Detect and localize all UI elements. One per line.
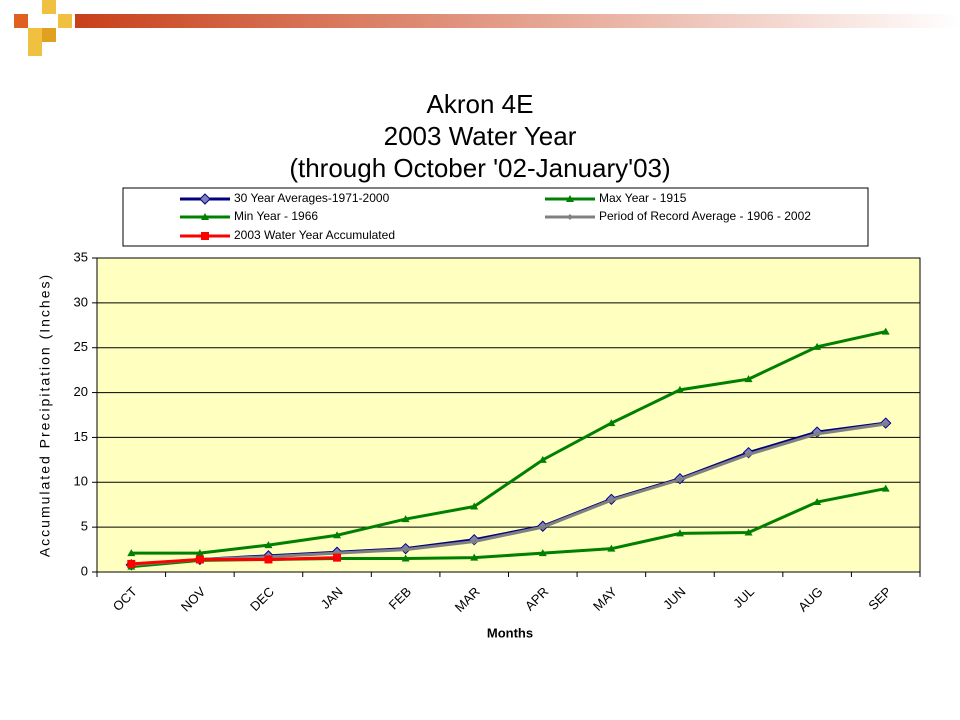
marker	[675, 529, 684, 537]
marker	[402, 546, 409, 553]
x-tick-label: SEP	[865, 584, 894, 613]
legend-label: 2003 Water Year Accumulated	[234, 228, 395, 242]
marker	[566, 195, 574, 202]
legend-label: Period of Record Average - 1906 - 2002	[599, 209, 811, 223]
legend-box	[122, 187, 869, 247]
marker	[264, 541, 273, 549]
marker	[745, 451, 752, 458]
x-tick-label: JUL	[730, 584, 757, 611]
marker	[201, 232, 209, 240]
legend-label: Max Year - 1915	[599, 191, 687, 205]
chart-title: 2003 Water Year	[384, 121, 577, 151]
marker	[199, 193, 211, 205]
marker	[401, 554, 410, 562]
x-tick-label: NOV	[178, 584, 209, 615]
marker	[127, 549, 136, 557]
x-tick-label: JAN	[318, 584, 346, 612]
marker	[608, 497, 615, 504]
marker	[538, 455, 547, 463]
marker	[881, 484, 890, 492]
marker	[607, 419, 616, 427]
marker	[744, 375, 753, 383]
y-tick-label: 20	[74, 384, 88, 399]
y-tick-label: 25	[74, 339, 88, 354]
chart-title: (through October '02-January'03)	[289, 153, 670, 183]
marker	[264, 555, 273, 564]
marker	[607, 544, 616, 552]
marker	[201, 213, 209, 220]
y-tick-label: 30	[74, 294, 88, 309]
legend-label: Min Year - 1966	[234, 209, 318, 223]
marker	[538, 549, 547, 557]
marker	[813, 498, 822, 506]
series-line	[131, 422, 886, 567]
x-tick-label: MAR	[452, 584, 483, 615]
marker	[567, 214, 573, 220]
x-tick-label: OCT	[110, 584, 140, 614]
marker	[881, 327, 890, 335]
marker	[195, 549, 204, 557]
y-tick-label: 35	[74, 249, 88, 264]
y-tick-label: 0	[81, 563, 88, 578]
marker	[882, 420, 889, 427]
series-line	[131, 330, 887, 555]
x-tick-label: DEC	[247, 584, 277, 614]
y-tick-label: 5	[81, 519, 88, 534]
marker	[471, 538, 478, 545]
marker	[814, 430, 821, 437]
series-line	[131, 556, 338, 566]
marker	[539, 524, 546, 531]
x-tick-label: APR	[522, 584, 552, 614]
marker	[470, 553, 479, 561]
legend-label: 30 Year Averages-1971-2000	[234, 191, 390, 205]
marker	[127, 559, 136, 568]
x-tick-label: MAY	[590, 584, 620, 614]
x-tick-label: FEB	[386, 584, 414, 612]
y-axis-label: Accumulated Precipitation (Inches)	[37, 273, 53, 557]
plot-area	[96, 257, 921, 573]
x-tick-label: JUN	[660, 584, 688, 612]
marker	[675, 385, 684, 393]
chart-title: Akron 4E	[427, 89, 534, 119]
marker	[333, 553, 342, 562]
y-tick-label: 10	[74, 474, 88, 489]
marker	[195, 555, 204, 564]
marker	[401, 515, 410, 523]
marker	[470, 502, 479, 510]
decoration	[14, 0, 960, 56]
marker	[676, 476, 683, 483]
x-axis-label: Months	[487, 625, 533, 640]
marker	[744, 528, 753, 536]
marker	[333, 531, 342, 539]
x-tick-label: AUG	[795, 584, 826, 615]
y-tick-label: 15	[74, 429, 88, 444]
marker	[813, 342, 822, 350]
